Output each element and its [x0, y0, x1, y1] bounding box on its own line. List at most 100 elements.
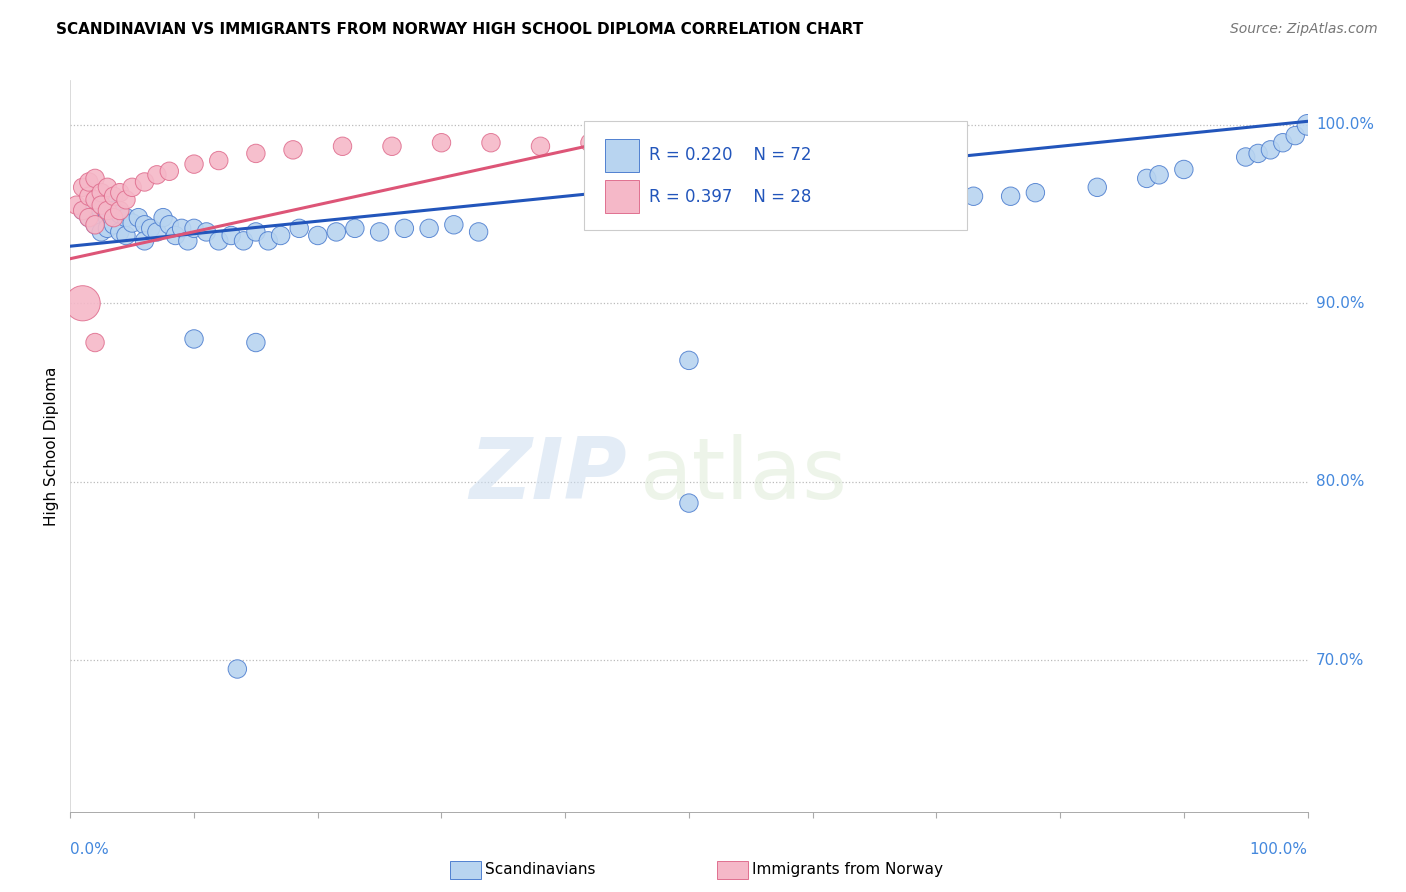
Point — [72, 296, 94, 310]
Point — [165, 228, 187, 243]
Point — [103, 218, 125, 232]
Point — [678, 353, 700, 368]
Point — [121, 216, 143, 230]
Point — [90, 198, 112, 212]
Point — [84, 193, 107, 207]
Point — [1085, 180, 1108, 194]
Point — [77, 211, 100, 225]
Point — [1024, 186, 1046, 200]
Text: R = 0.397    N = 28: R = 0.397 N = 28 — [650, 187, 811, 205]
Point — [152, 211, 174, 225]
Point — [96, 180, 118, 194]
Point — [665, 207, 688, 221]
Point — [183, 221, 205, 235]
Point — [127, 211, 149, 225]
Point — [183, 157, 205, 171]
Text: 100.0%: 100.0% — [1250, 842, 1308, 857]
Point — [90, 225, 112, 239]
Point — [381, 139, 404, 153]
Point — [727, 207, 749, 221]
Point — [108, 186, 131, 200]
Point — [876, 196, 898, 211]
Point — [77, 189, 100, 203]
Point — [479, 136, 502, 150]
Point — [325, 225, 347, 239]
Point — [1271, 136, 1294, 150]
Point — [1296, 118, 1319, 132]
Text: atlas: atlas — [640, 434, 848, 516]
Point — [177, 234, 200, 248]
Point — [121, 180, 143, 194]
Y-axis label: High School Diploma: High School Diploma — [44, 367, 59, 525]
Point — [208, 234, 231, 248]
Text: Scandinavians: Scandinavians — [485, 863, 596, 877]
Point — [579, 136, 602, 150]
Point — [307, 228, 329, 243]
Point — [108, 203, 131, 218]
Point — [443, 218, 465, 232]
Point — [146, 168, 169, 182]
Point — [134, 218, 156, 232]
Point — [65, 198, 87, 212]
Point — [103, 203, 125, 218]
Point — [938, 193, 960, 207]
Point — [134, 175, 156, 189]
Point — [90, 186, 112, 200]
Point — [430, 136, 453, 150]
Point — [343, 221, 366, 235]
Point — [90, 203, 112, 218]
Point — [72, 180, 94, 194]
Text: R = 0.220    N = 72: R = 0.220 N = 72 — [650, 146, 811, 164]
Point — [467, 225, 489, 239]
Point — [84, 171, 107, 186]
Point — [72, 203, 94, 218]
Text: 80.0%: 80.0% — [1316, 475, 1364, 489]
Point — [72, 203, 94, 218]
Point — [84, 218, 107, 232]
Point — [368, 225, 391, 239]
Point — [115, 211, 138, 225]
Point — [257, 234, 280, 248]
Text: 100.0%: 100.0% — [1316, 118, 1374, 132]
Point — [851, 203, 873, 218]
Text: 70.0%: 70.0% — [1316, 653, 1364, 667]
Bar — [605, 180, 640, 213]
Point — [1173, 162, 1195, 177]
Point — [394, 221, 416, 235]
Point — [827, 198, 849, 212]
Point — [115, 193, 138, 207]
Point — [77, 175, 100, 189]
Point — [245, 146, 267, 161]
Point — [270, 228, 292, 243]
Point — [332, 139, 354, 153]
Point — [96, 221, 118, 235]
Point — [139, 221, 162, 235]
Point — [962, 189, 984, 203]
Text: 90.0%: 90.0% — [1316, 296, 1364, 310]
Point — [103, 211, 125, 225]
Point — [157, 164, 180, 178]
Text: 0.0%: 0.0% — [70, 842, 110, 857]
Point — [1136, 171, 1159, 186]
Text: Immigrants from Norway: Immigrants from Norway — [752, 863, 943, 877]
Point — [288, 221, 311, 235]
Point — [84, 218, 107, 232]
Point — [1260, 143, 1282, 157]
Point — [115, 228, 138, 243]
Point — [103, 189, 125, 203]
Point — [1247, 146, 1270, 161]
Point — [157, 218, 180, 232]
Point — [134, 234, 156, 248]
Point — [245, 225, 267, 239]
Point — [226, 662, 249, 676]
Bar — [605, 139, 640, 171]
Point — [1284, 128, 1306, 143]
Point — [84, 335, 107, 350]
Point — [696, 203, 718, 218]
Point — [678, 214, 700, 228]
Point — [219, 228, 242, 243]
Point — [678, 496, 700, 510]
Point — [96, 211, 118, 225]
Point — [1000, 189, 1022, 203]
Point — [1234, 150, 1257, 164]
